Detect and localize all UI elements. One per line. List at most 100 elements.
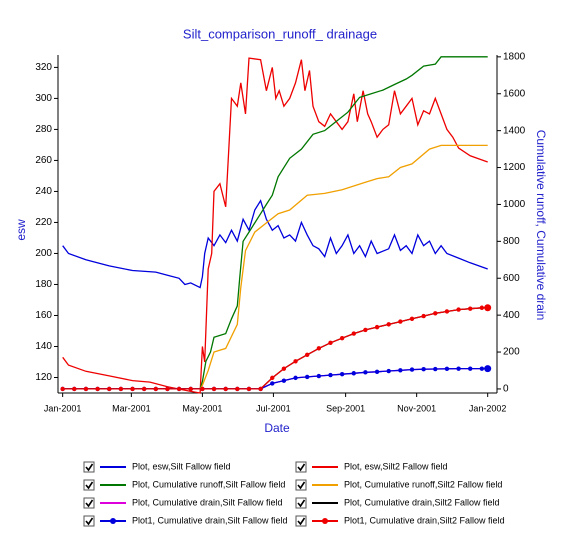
legend-checkbox[interactable]	[83, 497, 95, 509]
series-marker	[141, 386, 147, 392]
series-marker	[339, 336, 345, 341]
y-tick-label: 280	[35, 124, 52, 135]
legend-check[interactable]	[85, 499, 94, 508]
x-tick-label: May-2001	[182, 403, 222, 413]
legend-label: Plot, Cumulative drain,Silt Fallow field	[132, 497, 283, 507]
legend-label: Plot, Cumulative runoff,Silt Fallow fiel…	[132, 479, 285, 489]
series-marker	[374, 324, 380, 330]
y2-tick-label: 0	[503, 384, 509, 395]
series-marker	[130, 386, 135, 392]
legend-item: Plot, esw,Silt Fallow field	[83, 461, 231, 473]
legend-checkbox[interactable]	[295, 515, 307, 527]
y2-tick-label: 800	[503, 236, 520, 247]
series-marker	[153, 386, 159, 392]
legend-item: Plot, Cumulative runoff,Silt2 Fallow fie…	[295, 479, 502, 491]
y2-axis-label: Cumulative runoff, Cumulative drain	[534, 130, 548, 321]
series-marker	[316, 346, 322, 351]
legend-item: Plot1, Cumulative drain,Silt2 Fallow fie…	[295, 515, 505, 527]
series-line	[62, 56, 488, 390]
y-tick-label: 320	[35, 62, 52, 73]
series-marker	[433, 366, 438, 372]
y2-tick-label: 1400	[503, 125, 526, 136]
x-tick-label: Jan-2002	[469, 403, 507, 413]
legend-check[interactable]	[297, 499, 306, 508]
legend-label: Plot, Cumulative drain,Silt2 Fallow fiel…	[344, 497, 500, 507]
y2-tick-label: 1600	[503, 88, 526, 99]
x-tick-label: Jul-2001	[256, 403, 291, 413]
y2-tick-label: 200	[503, 347, 520, 358]
series-marker	[409, 316, 415, 322]
series-marker	[60, 386, 65, 392]
y-tick-label: 200	[35, 248, 52, 259]
y-axis-label: esw	[14, 219, 28, 241]
legend-item: Plot, esw,Silt2 Fallow field	[295, 461, 448, 473]
series-marker	[176, 386, 182, 392]
series-marker	[433, 311, 438, 316]
legend-check[interactable]	[85, 517, 94, 526]
series-marker	[235, 386, 240, 392]
series-line	[62, 57, 488, 394]
series-marker	[479, 366, 485, 371]
y2-tick-label: 1200	[503, 162, 526, 173]
y-tick-label: 240	[35, 186, 52, 197]
x-tick-label: Nov-2001	[397, 403, 436, 413]
series-marker	[398, 319, 403, 324]
legend-check[interactable]	[85, 481, 94, 490]
series-marker	[444, 309, 450, 314]
legend-check[interactable]	[297, 463, 306, 472]
series-marker	[200, 386, 205, 392]
legend-item: Plot, Cumulative drain,Silt Fallow field	[83, 497, 283, 509]
y2-tick-label: 1000	[503, 199, 526, 210]
x-axis-label: Date	[264, 421, 290, 435]
series-marker	[484, 365, 492, 373]
series-marker	[281, 378, 287, 383]
legend-label: Plot, esw,Silt Fallow field	[132, 461, 231, 471]
series-marker	[421, 313, 426, 319]
series-marker	[270, 381, 275, 386]
series-marker	[107, 386, 112, 392]
series-marker	[211, 386, 217, 392]
series-marker	[281, 366, 287, 371]
series-marker	[95, 386, 100, 392]
series-marker	[316, 373, 322, 379]
series-marker	[386, 368, 391, 374]
chart-title: Silt_comparison_runoff_ drainage	[183, 26, 377, 41]
legend-checkbox[interactable]	[83, 479, 95, 491]
series-marker	[456, 307, 461, 312]
legend-item: Plot, Cumulative drain,Silt2 Fallow fiel…	[295, 497, 500, 509]
legend-check[interactable]	[297, 481, 306, 490]
legend-check[interactable]	[85, 463, 94, 472]
series-marker	[72, 386, 77, 392]
legend-checkbox[interactable]	[295, 497, 307, 509]
legend-checkbox[interactable]	[295, 461, 307, 473]
legend-checkbox[interactable]	[83, 461, 95, 473]
series-marker	[374, 369, 380, 374]
series-marker	[351, 331, 356, 336]
series-marker	[468, 366, 473, 371]
legend-label: Plot1, Cumulative drain,Silt Fallow fiel…	[132, 515, 288, 525]
series-marker	[386, 322, 391, 327]
legend-label: Plot1, Cumulative drain,Silt2 Fallow fie…	[344, 515, 505, 525]
series-line	[62, 199, 488, 289]
y2-tick-label: 400	[503, 310, 520, 321]
series-marker	[363, 370, 368, 375]
legend-checkbox[interactable]	[83, 515, 95, 527]
series-marker	[421, 366, 426, 372]
legend-checkbox[interactable]	[295, 479, 307, 491]
y-tick-label: 160	[35, 310, 52, 321]
x-tick-label: Sep-2001	[326, 403, 365, 413]
y2-tick-label: 1800	[503, 51, 526, 62]
series-marker	[351, 371, 356, 376]
series-marker	[398, 368, 403, 373]
series-line	[62, 144, 488, 390]
legend-item: Plot1, Cumulative drain,Silt Fallow fiel…	[83, 515, 288, 527]
y-tick-label: 140	[35, 341, 52, 352]
series-marker	[293, 375, 298, 381]
series-marker	[118, 386, 124, 392]
legend-item: Plot, Cumulative runoff,Silt Fallow fiel…	[83, 479, 285, 491]
series-marker	[328, 340, 333, 346]
legend-check[interactable]	[297, 517, 306, 526]
series-marker	[304, 352, 310, 358]
